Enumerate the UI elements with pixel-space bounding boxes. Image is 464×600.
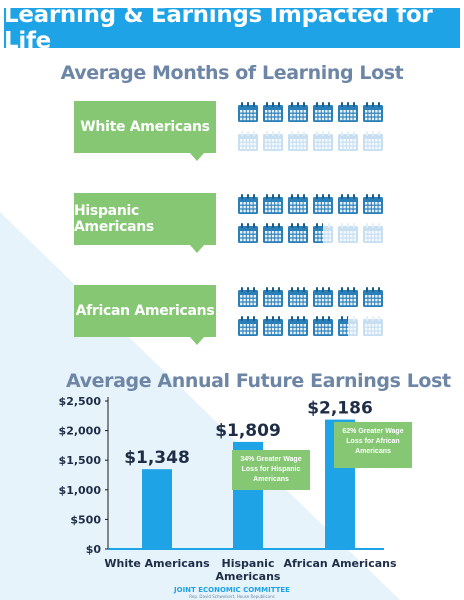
calendar-icon: [262, 193, 284, 215]
calendar-icon: [362, 101, 384, 123]
category-label: Americans: [216, 570, 281, 583]
footer-org: JOINT ECONOMIC COMMITTEE: [174, 586, 290, 594]
calendar-icon: [237, 193, 259, 215]
page-banner: Learning & Earnings Impacted for Life: [4, 2, 460, 54]
calendar-icon: [237, 315, 259, 337]
bar-value-label: $2,186: [307, 399, 373, 419]
calendar-icon: [262, 101, 284, 123]
group-label-text: African Americans: [75, 303, 215, 319]
calendar-icon: [337, 315, 359, 337]
calendar-icon: [337, 222, 359, 244]
calendar-icon: [312, 286, 334, 308]
calendar-icon: [262, 286, 284, 308]
y-tick-label: $2,000: [59, 425, 102, 438]
calendar-icon: [337, 130, 359, 152]
calendar-icon: [237, 101, 259, 123]
calendar-icon: [287, 193, 309, 215]
bar-value-label: $1,809: [215, 421, 281, 441]
calendar-grid-african: [237, 286, 384, 337]
calendar-icon: [362, 286, 384, 308]
learning-section-title: Average Months of Learning Lost: [60, 62, 404, 84]
footer-sub: Rep. David Schweikert, House Republicans: [189, 594, 275, 599]
category-label: African Americans: [283, 557, 397, 570]
hispanic-wage-callout: 34% Greater Wage Loss for Hispanic Ameri…: [232, 450, 310, 490]
page-title: Learning & Earnings Impacted for Life: [4, 2, 433, 54]
y-tick-label: $1,000: [59, 484, 102, 497]
footer: JOINT ECONOMIC COMMITTEE Rep. David Schw…: [0, 586, 464, 599]
african-wage-callout: 62% Greater Wage Loss for African Americ…: [334, 422, 412, 468]
calendar-icon: [362, 130, 384, 152]
calendar-icon: [262, 222, 284, 244]
calendar-icon: [237, 130, 259, 152]
calendar-icon: [287, 315, 309, 337]
category-label: White Americans: [104, 557, 210, 570]
earnings-bar-chart: $0 $500 $1,000 $1,500 $2,000 $2,500 $1,348 Whit…: [59, 395, 397, 583]
calendar-icon: [287, 130, 309, 152]
y-tick-label: $2,500: [59, 395, 102, 408]
earnings-section-title: Average Annual Future Earnings Lost: [66, 370, 451, 392]
calendar-grid-white: [237, 101, 384, 152]
calendar-icon: [312, 193, 334, 215]
y-tick-label: $500: [70, 513, 101, 526]
y-tick-label: $0: [86, 543, 102, 556]
calendar-icon: [312, 101, 334, 123]
calendar-icon: [337, 286, 359, 308]
bar-1: [142, 469, 172, 549]
y-tick-label: $1,500: [59, 454, 102, 467]
group-label-text: White Americans: [80, 119, 210, 135]
calendar-icon: [337, 193, 359, 215]
bar-value-label: $1,348: [124, 448, 190, 468]
group-label-text: Hispanic Americans: [74, 203, 154, 235]
calendar-icon: [312, 222, 334, 244]
calendar-icon: [262, 315, 284, 337]
calendar-icon: [237, 222, 259, 244]
calendar-icon: [287, 101, 309, 123]
category-label: Hispanic: [222, 557, 275, 570]
group-label-white: White Americans: [74, 101, 216, 161]
calendar-icon: [337, 101, 359, 123]
group-label-african: African Americans: [74, 285, 216, 345]
calendar-icon: [312, 130, 334, 152]
group-label-hispanic: Hispanic Americans: [74, 193, 216, 253]
calendar-grid-hispanic: [237, 193, 384, 244]
calendar-icon: [312, 315, 334, 337]
calendar-icon: [287, 222, 309, 244]
calendar-icon: [237, 286, 259, 308]
calendar-icon: [362, 222, 384, 244]
calendar-icon: [362, 193, 384, 215]
calendar-icon: [362, 315, 384, 337]
calendar-icon: [287, 286, 309, 308]
calendar-icon: [262, 130, 284, 152]
